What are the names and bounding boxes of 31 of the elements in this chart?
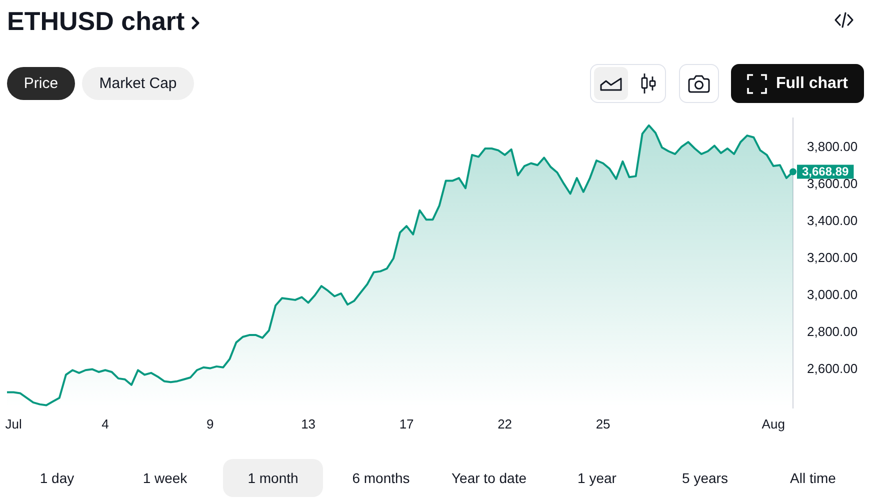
toggle-button[interactable]	[594, 67, 628, 100]
text: 1 week	[142, 470, 188, 486]
text: Year to date	[452, 470, 526, 486]
x-tick-label: 13	[301, 416, 316, 432]
button-group[interactable]	[590, 64, 666, 103]
text: 1 year	[578, 470, 616, 486]
x-tick-label: 22	[498, 416, 512, 432]
x-tick-label: 9	[206, 416, 214, 432]
text: 5 years	[682, 470, 728, 486]
x-tick-label: 4	[102, 416, 109, 432]
x-tick-label: Aug	[762, 416, 785, 432]
pill-button[interactable]: Market Cap	[82, 67, 194, 100]
y-tick-label: 3,400.00	[807, 213, 858, 228]
data-label: 3,668.89	[802, 164, 850, 179]
icon-button[interactable]	[679, 64, 719, 103]
y-tick-label: 3,000.00	[807, 286, 858, 302]
text: 6 months	[352, 470, 410, 486]
pill-button[interactable]: Price	[7, 67, 75, 100]
x-tick-label: 17	[399, 416, 414, 432]
y-tick-label: 3,600.00	[807, 176, 858, 192]
x-tick-label: 25	[596, 416, 610, 432]
y-tick-label: 3,200.00	[807, 250, 858, 265]
y-tick-label: 2,600.00	[807, 360, 858, 376]
chart-title: ETHUSD chart	[7, 5, 185, 37]
y-tick-label: 3,800.00	[807, 139, 858, 154]
text: All time	[790, 470, 836, 486]
text: 1 day	[40, 470, 74, 486]
x-tick-label: Jul	[5, 416, 22, 432]
tab-button[interactable]: 1 month	[223, 459, 323, 497]
button[interactable]: Full chart	[731, 64, 864, 103]
y-tick-label: 2,800.00	[807, 324, 858, 339]
